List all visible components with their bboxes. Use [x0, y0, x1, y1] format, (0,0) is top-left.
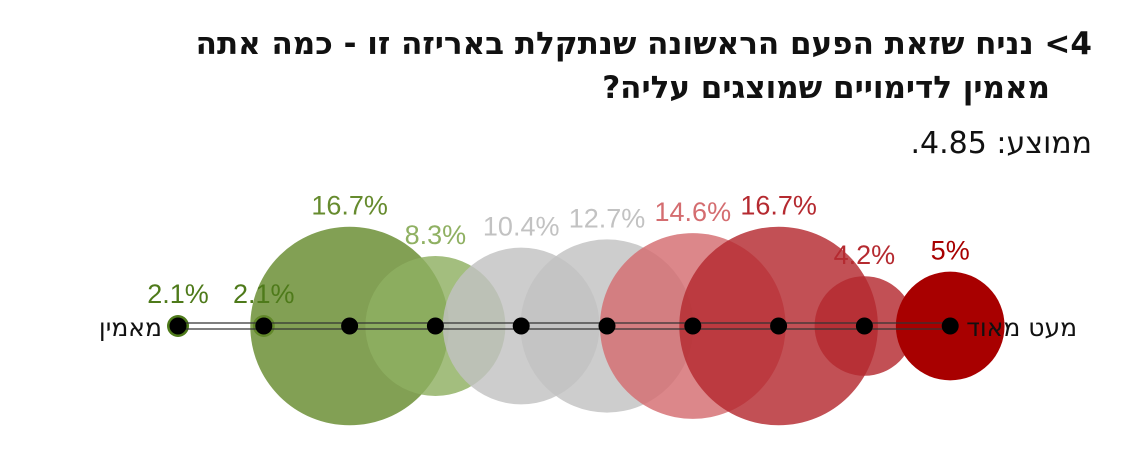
value-label-7: 14.6%: [655, 197, 732, 227]
scale-dot-2: [255, 317, 273, 335]
value-label-1: 2.1%: [147, 279, 209, 309]
scale-dot-6: [598, 317, 616, 335]
value-label-4: 8.3%: [405, 220, 467, 250]
scale-dot-8: [770, 317, 788, 335]
value-label-10: 5%: [931, 236, 970, 266]
scale-dot-10: [941, 317, 959, 335]
scale-dot-9: [855, 317, 873, 335]
chart-average: ממוצע: 4.85.: [910, 126, 1093, 161]
chart-title-line-2: מאמין לדימויים שמוצגים עליה?: [602, 70, 1050, 106]
scale-dot-3: [341, 317, 359, 335]
scale-right-label: מעט מאוד: [966, 313, 1077, 342]
value-label-6: 12.7%: [569, 203, 646, 233]
value-label-9: 4.2%: [834, 240, 896, 270]
scale-dot-7: [684, 317, 702, 335]
scale-dot-5: [512, 317, 530, 335]
scale-left-label: מאמין: [99, 313, 162, 342]
value-label-8: 16.7%: [740, 191, 817, 221]
value-label-5: 10.4%: [483, 212, 560, 242]
chart-title-line-1: 4> נניח שזאת הפעם הראשונה שנתקלת באריזה …: [195, 26, 1092, 62]
scale-dot-1: [169, 317, 187, 335]
value-label-3: 16.7%: [311, 191, 388, 221]
value-label-2: 2.1%: [233, 279, 295, 309]
scale-dot-4: [426, 317, 444, 335]
chart-title: 4> נניח שזאת הפעם הראשונה שנתקלת באריזה …: [92, 22, 1092, 110]
